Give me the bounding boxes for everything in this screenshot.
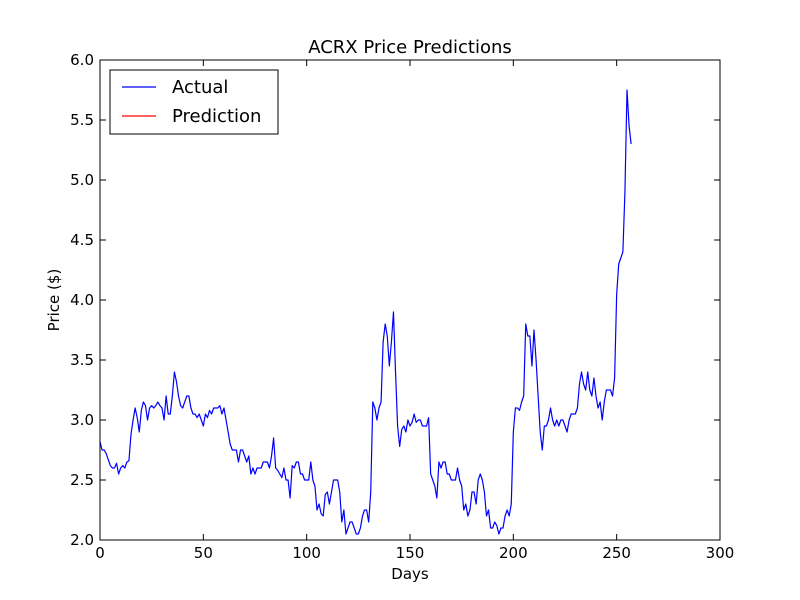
x-tick-label: 50 [194,544,213,562]
y-tick-label: 5.0 [70,171,94,189]
legend-prediction-label: Prediction [172,106,261,127]
legend-box [109,69,279,135]
y-tick-label: 2.5 [70,471,94,489]
legend: Actual Prediction [109,69,279,135]
chart-title: ACRX Price Predictions [308,37,512,58]
x-tick-label: 0 [95,544,105,562]
y-tick-label: 3.0 [70,411,94,429]
x-tick-label: 100 [292,544,321,562]
y-tick-label: 2.0 [70,531,94,549]
legend-actual-label: Actual [172,77,228,98]
y-tick-label: 3.5 [70,351,94,369]
x-tick-label: 200 [499,544,528,562]
y-tick-label: 6.0 [70,51,94,69]
x-tick-label: 300 [706,544,735,562]
x-axis-label: Days [391,565,429,583]
x-tick-label: 150 [396,544,425,562]
y-tick-label: 5.5 [70,111,94,129]
series-layer [99,89,632,535]
y-axis-label: Price ($) [45,269,63,332]
y-tick-label: 4.5 [70,231,94,249]
x-tick-label: 250 [602,544,631,562]
plot-frame [99,59,721,541]
y-tick-label: 4.0 [70,291,94,309]
series-line-actual [99,89,632,535]
ticks-layer: 0 50 100 150 200 250 300 2.0 2.5 3.0 3.5 4.0 4.5 5.0 5… [70,51,734,562]
